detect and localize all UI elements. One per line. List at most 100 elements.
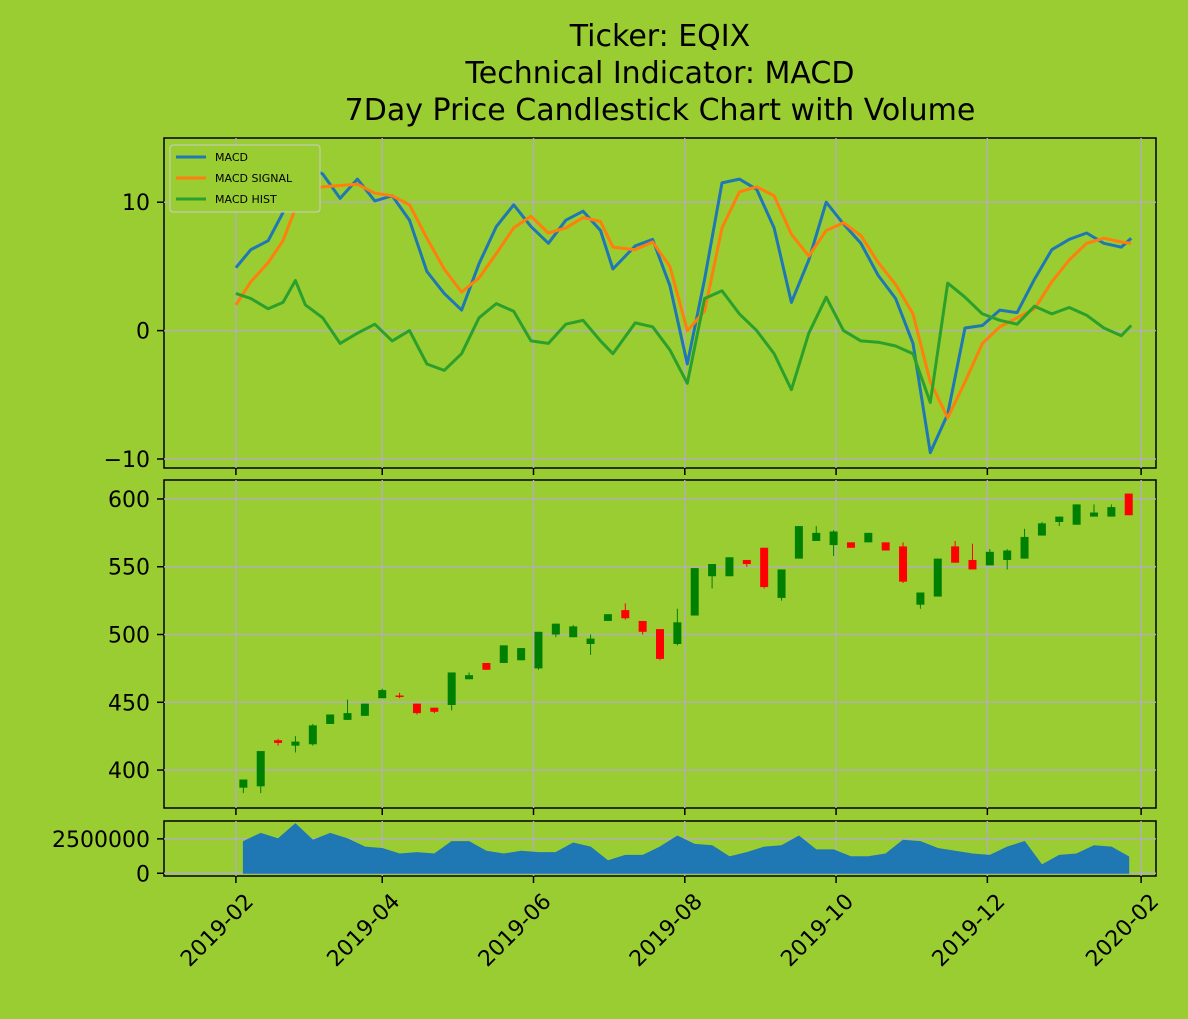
candlestick — [1124, 493, 1133, 516]
chart-title-line-2: Technical Indicator: MACD — [465, 56, 855, 91]
y-tick-label: 2500000 — [52, 828, 150, 853]
candlestick — [933, 558, 942, 597]
candle-body — [1037, 523, 1046, 536]
candle-body — [256, 751, 265, 787]
macd-plot-area — [163, 137, 1157, 469]
macd-signal-line — [234, 182, 1132, 420]
candle-body — [846, 542, 855, 548]
candle-body — [673, 622, 682, 644]
candlestick — [308, 723, 317, 746]
candle-body — [777, 569, 786, 598]
candle-body — [708, 564, 717, 577]
x-tick-label: 2019-12 — [928, 889, 1011, 972]
candlestick — [1107, 504, 1116, 517]
y-tick-label: 400 — [108, 759, 150, 784]
candlestick — [725, 557, 734, 577]
y-tick-label: 0 — [136, 862, 150, 887]
candle-body — [447, 672, 456, 705]
candlestick — [291, 736, 300, 753]
volume-panel: 2500000 0 — [52, 820, 1157, 887]
candlestick — [1020, 528, 1029, 559]
candlestick — [864, 532, 873, 543]
price-candles — [239, 493, 1133, 794]
candlestick — [829, 530, 838, 556]
candlestick — [465, 672, 474, 680]
macd-y-ticks: 10 0 −10 — [104, 191, 164, 473]
candle-body — [586, 638, 595, 644]
candle-body — [916, 592, 925, 605]
candle-body — [360, 703, 369, 716]
candlestick — [274, 738, 283, 746]
candle-body — [638, 620, 647, 632]
candle-body — [951, 546, 960, 563]
candlestick — [395, 692, 404, 699]
candlestick — [951, 540, 960, 563]
x-tick-label: 2019-02 — [176, 889, 259, 972]
x-tick-label: 2019-06 — [474, 889, 557, 972]
candle-body — [1124, 493, 1133, 516]
y-tick-label: 450 — [108, 691, 150, 716]
candlestick — [517, 648, 526, 661]
y-tick-label: 10 — [122, 191, 150, 216]
candle-body — [534, 631, 543, 669]
candlestick — [586, 634, 595, 655]
volume-y-ticks: 2500000 0 — [52, 828, 164, 887]
candle-body — [760, 547, 769, 588]
candlestick — [551, 623, 560, 638]
candlestick — [638, 620, 647, 635]
candlestick — [1072, 504, 1081, 525]
legend-label-macd-signal: MACD SIGNAL — [215, 172, 293, 185]
candle-body — [603, 614, 612, 621]
candle-body — [326, 714, 335, 724]
y-tick-label: 0 — [136, 320, 150, 345]
candle-body — [881, 542, 890, 551]
candle-body — [274, 740, 283, 743]
macd-hist-line — [235, 279, 1133, 404]
candle-body — [1020, 536, 1029, 559]
candle-body — [812, 532, 821, 541]
x-tick-label: 2019-04 — [323, 889, 406, 972]
candle-body — [569, 626, 578, 638]
x-tick-label: 2019-10 — [776, 889, 859, 972]
chart-title-line-3: 7Day Price Candlestick Chart with Volume — [345, 93, 976, 128]
candlestick — [343, 699, 352, 720]
candle-body — [430, 707, 439, 712]
candle-body — [742, 559, 751, 565]
candlestick — [603, 614, 612, 621]
volume-fill — [242, 823, 1130, 874]
candlestick — [742, 559, 751, 567]
macd-lines — [234, 154, 1133, 455]
candlestick — [447, 672, 456, 711]
legend-box — [169, 144, 321, 213]
legend-label-macd: MACD — [215, 151, 248, 164]
candlestick — [985, 549, 994, 566]
candlestick — [360, 703, 369, 716]
candle-body — [933, 558, 942, 597]
candlestick — [777, 569, 786, 601]
candle-body — [343, 713, 352, 720]
macd-line — [234, 154, 1133, 455]
y-tick-label: 500 — [108, 624, 150, 649]
candlestick — [569, 625, 578, 638]
legend-label-macd-hist: MACD HIST — [215, 193, 277, 206]
candle-body — [465, 675, 474, 680]
candle-body — [968, 559, 977, 570]
candlestick — [673, 608, 682, 646]
x-tick-label: 2020-02 — [1081, 889, 1164, 972]
x-tick-label: 2019-08 — [625, 889, 708, 972]
macd-panel: 10 0 −10 MACD MACD SIGNAL MACD HIST — [104, 137, 1157, 473]
candle-body — [378, 690, 387, 699]
candlestick — [621, 603, 630, 620]
candlestick — [378, 688, 387, 699]
candlestick — [760, 547, 769, 589]
candlestick — [1003, 549, 1012, 570]
candle-body — [1055, 516, 1064, 523]
price-y-ticks: 600 550 500 450 400 — [108, 488, 164, 784]
candlestick — [482, 662, 491, 670]
candlestick — [326, 714, 335, 724]
candlestick — [968, 543, 977, 570]
candle-body — [482, 662, 491, 670]
candlestick — [1037, 522, 1046, 536]
candle-body — [899, 546, 908, 582]
